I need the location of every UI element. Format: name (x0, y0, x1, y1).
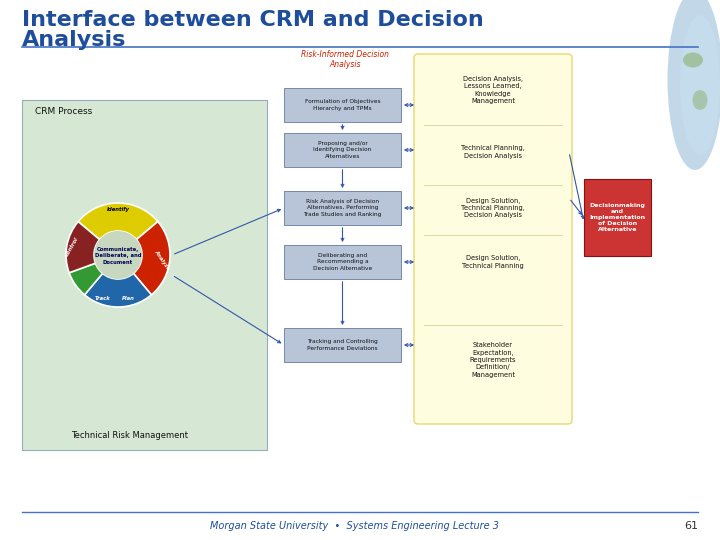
FancyBboxPatch shape (284, 88, 401, 122)
Text: Decisionmaking
and
Implementation
of Decision
Alternative: Decisionmaking and Implementation of Dec… (590, 202, 646, 232)
Text: Risk Analysis of Decision
Alternatives, Performing
Trade Studies and Ranking: Risk Analysis of Decision Alternatives, … (303, 199, 382, 217)
Ellipse shape (693, 90, 708, 110)
Text: Technical Planning,
Decision Analysis: Technical Planning, Decision Analysis (461, 145, 525, 159)
Text: Tracking and Controlling
Performance Deviations: Tracking and Controlling Performance Dev… (307, 340, 378, 350)
Text: Track: Track (95, 296, 111, 301)
Text: Control: Control (64, 237, 80, 258)
Wedge shape (69, 263, 102, 295)
Wedge shape (78, 203, 158, 240)
Text: Deliberate, and: Deliberate, and (95, 253, 141, 259)
Text: Proposing and/or
Identifying Decision
Alternatives: Proposing and/or Identifying Decision Al… (313, 141, 372, 159)
Text: Stakeholder
Expectation,
Requirements
Definition/
Management: Stakeholder Expectation, Requirements De… (469, 342, 516, 378)
FancyBboxPatch shape (284, 328, 401, 362)
Text: Formulation of Objectives
Hierarchy and TPMs: Formulation of Objectives Hierarchy and … (305, 99, 380, 111)
Text: Interface between CRM and Decision: Interface between CRM and Decision (22, 10, 484, 30)
Text: CRM Process: CRM Process (35, 107, 92, 116)
Text: Design Solution,
Technical Planning: Design Solution, Technical Planning (462, 255, 524, 269)
FancyBboxPatch shape (284, 133, 401, 167)
Text: Decision Analysis,
Lessons Learned,
Knowledge
Management: Decision Analysis, Lessons Learned, Know… (463, 76, 523, 104)
Circle shape (94, 231, 142, 279)
FancyBboxPatch shape (284, 245, 401, 279)
Text: Morgan State University  •  Systems Engineering Lecture 3: Morgan State University • Systems Engine… (210, 521, 500, 531)
Text: Plan: Plan (122, 296, 135, 301)
FancyBboxPatch shape (284, 191, 401, 225)
FancyBboxPatch shape (22, 100, 267, 450)
FancyBboxPatch shape (584, 179, 651, 256)
Text: Risk-Informed Decision
Analysis: Risk-Informed Decision Analysis (301, 50, 389, 70)
Text: Analyze: Analyze (153, 249, 171, 271)
Ellipse shape (683, 52, 703, 68)
Text: Deliberating and
Recommending a
Decision Alternative: Deliberating and Recommending a Decision… (313, 253, 372, 271)
Text: 61: 61 (684, 521, 698, 531)
Wedge shape (84, 273, 151, 307)
Text: Analysis: Analysis (22, 30, 127, 50)
Text: Communicate,: Communicate, (97, 247, 139, 253)
Text: Identify: Identify (107, 206, 130, 212)
Text: Design Solution,
Technical Planning,
Decision Analysis: Design Solution, Technical Planning, Dec… (461, 198, 525, 219)
Wedge shape (66, 221, 99, 273)
Ellipse shape (680, 15, 720, 155)
Ellipse shape (667, 0, 720, 170)
Text: Technical Risk Management: Technical Risk Management (71, 431, 189, 440)
Text: Document: Document (103, 260, 133, 265)
FancyBboxPatch shape (414, 54, 572, 424)
Wedge shape (133, 221, 170, 295)
